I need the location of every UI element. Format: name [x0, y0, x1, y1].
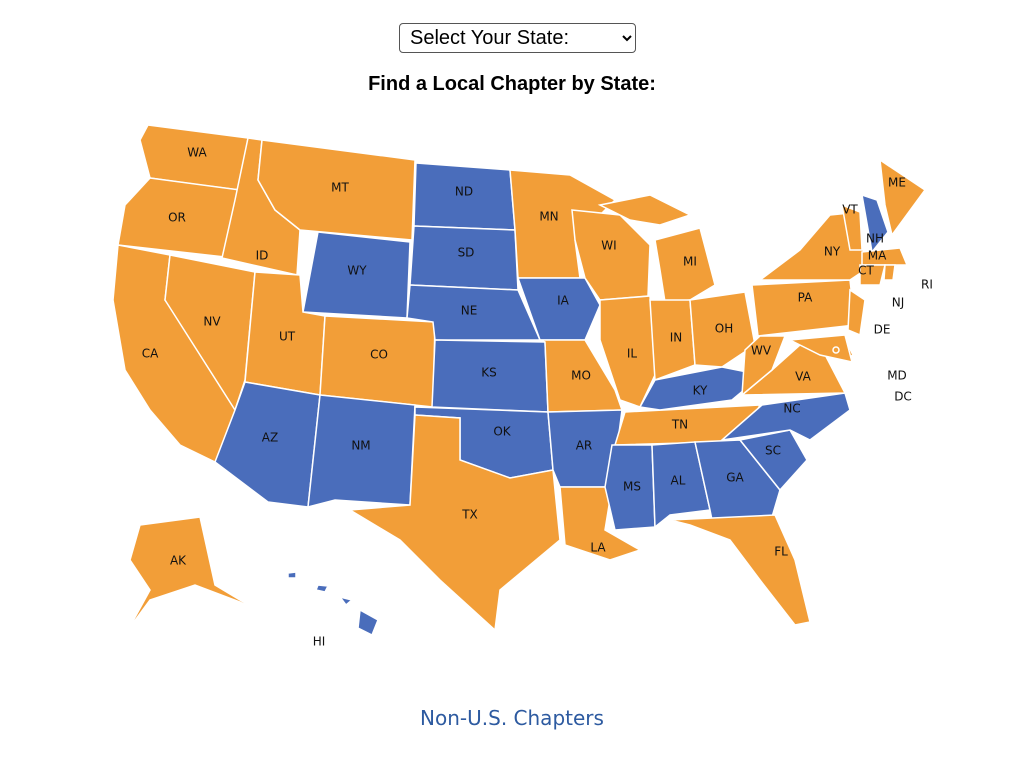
state-label[interactable]: KY	[693, 384, 708, 398]
state-label[interactable]: MO	[571, 369, 591, 383]
state-label[interactable]: CT	[858, 264, 874, 278]
state-label[interactable]: UT	[279, 330, 296, 344]
state-shape[interactable]	[319, 315, 436, 408]
state-label[interactable]: MI	[683, 255, 697, 269]
state-label[interactable]: DE	[874, 323, 891, 337]
state-shape[interactable]	[347, 414, 561, 632]
state-shape[interactable]	[338, 595, 354, 607]
state-shape[interactable]	[287, 571, 297, 579]
state-label[interactable]: VT	[842, 203, 858, 217]
state-label[interactable]: TX	[461, 508, 478, 522]
state-shape[interactable]	[127, 516, 266, 631]
state-label[interactable]: ID	[256, 249, 269, 263]
state-label[interactable]: NY	[824, 245, 841, 259]
state-label[interactable]: HI	[313, 635, 326, 649]
state-label[interactable]: ND	[455, 185, 473, 199]
state-shape[interactable]	[861, 193, 889, 254]
state-label[interactable]: SC	[765, 444, 781, 458]
state-shape[interactable]	[832, 346, 840, 354]
state-label[interactable]: VA	[795, 370, 811, 384]
state-shape[interactable]	[604, 444, 656, 531]
state-shape[interactable]	[651, 441, 711, 529]
state-label[interactable]: NV	[203, 315, 221, 329]
state-shape[interactable]	[751, 279, 856, 337]
state-label[interactable]: SD	[458, 246, 475, 260]
state-select[interactable]: Select Your State:	[399, 23, 636, 53]
state-label[interactable]: RI	[921, 278, 933, 292]
state-label[interactable]: NJ	[892, 296, 905, 310]
state-shape[interactable]	[257, 139, 416, 241]
state-shape[interactable]	[861, 247, 909, 266]
state-label[interactable]: MA	[868, 249, 887, 263]
state-label[interactable]: KS	[481, 366, 497, 380]
state-shape[interactable]	[117, 177, 241, 258]
state-label[interactable]: CO	[370, 348, 388, 362]
state-label[interactable]: WY	[347, 264, 367, 278]
state-label[interactable]: IN	[670, 331, 683, 345]
state-label[interactable]: AZ	[262, 431, 278, 445]
state-label[interactable]: PA	[798, 291, 813, 305]
state-label[interactable]: NC	[783, 402, 800, 416]
state-shape[interactable]	[787, 334, 854, 363]
state-label[interactable]: CA	[142, 347, 159, 361]
state-label[interactable]: TN	[671, 418, 688, 432]
state-shape[interactable]	[597, 194, 692, 226]
state-label[interactable]: MT	[331, 181, 349, 195]
state-label[interactable]: AR	[576, 439, 593, 453]
state-label[interactable]: IA	[557, 294, 570, 308]
state-label[interactable]: WV	[751, 344, 772, 358]
state-shape[interactable]	[719, 392, 851, 442]
state-label[interactable]: IL	[627, 347, 638, 361]
state-shape[interactable]	[689, 291, 756, 368]
state-label[interactable]: MD	[887, 369, 907, 383]
state-label[interactable]: GA	[726, 471, 744, 485]
state-label[interactable]: MN	[539, 210, 558, 224]
state-shape[interactable]	[314, 584, 330, 593]
state-shape[interactable]	[357, 608, 379, 637]
state-label[interactable]: WA	[187, 146, 207, 160]
state-shape[interactable]	[669, 514, 811, 626]
state-label[interactable]: OK	[493, 425, 511, 439]
state-shape[interactable]	[741, 335, 787, 397]
state-label[interactable]: NE	[461, 304, 478, 318]
state-shape[interactable]	[883, 264, 896, 281]
state-label[interactable]: NH	[866, 232, 884, 246]
state-shape[interactable]	[509, 169, 617, 279]
heading: Find a Local Chapter by State:	[368, 73, 656, 95]
state-label[interactable]: DC	[894, 390, 912, 404]
state-label[interactable]: LA	[590, 541, 606, 555]
state-label[interactable]: MS	[623, 480, 641, 494]
state-label[interactable]: ME	[888, 176, 906, 190]
state-shape[interactable]	[879, 158, 927, 237]
state-label[interactable]: OR	[168, 211, 186, 225]
state-label[interactable]: AL	[671, 474, 686, 488]
state-shape[interactable]	[847, 288, 866, 337]
state-shape[interactable]	[307, 394, 416, 508]
state-shape[interactable]	[516, 277, 601, 341]
state-label[interactable]: AK	[170, 554, 187, 568]
state-shape[interactable]	[841, 203, 863, 251]
state-label[interactable]: OH	[715, 322, 733, 336]
state-shape[interactable]	[859, 264, 886, 286]
state-label[interactable]: FL	[774, 545, 788, 559]
non-us-chapters-link[interactable]: Non-U.S. Chapters	[420, 706, 604, 730]
state-shape[interactable]	[738, 429, 808, 492]
state-label[interactable]: WI	[601, 239, 616, 253]
state-label[interactable]: NM	[351, 439, 370, 453]
